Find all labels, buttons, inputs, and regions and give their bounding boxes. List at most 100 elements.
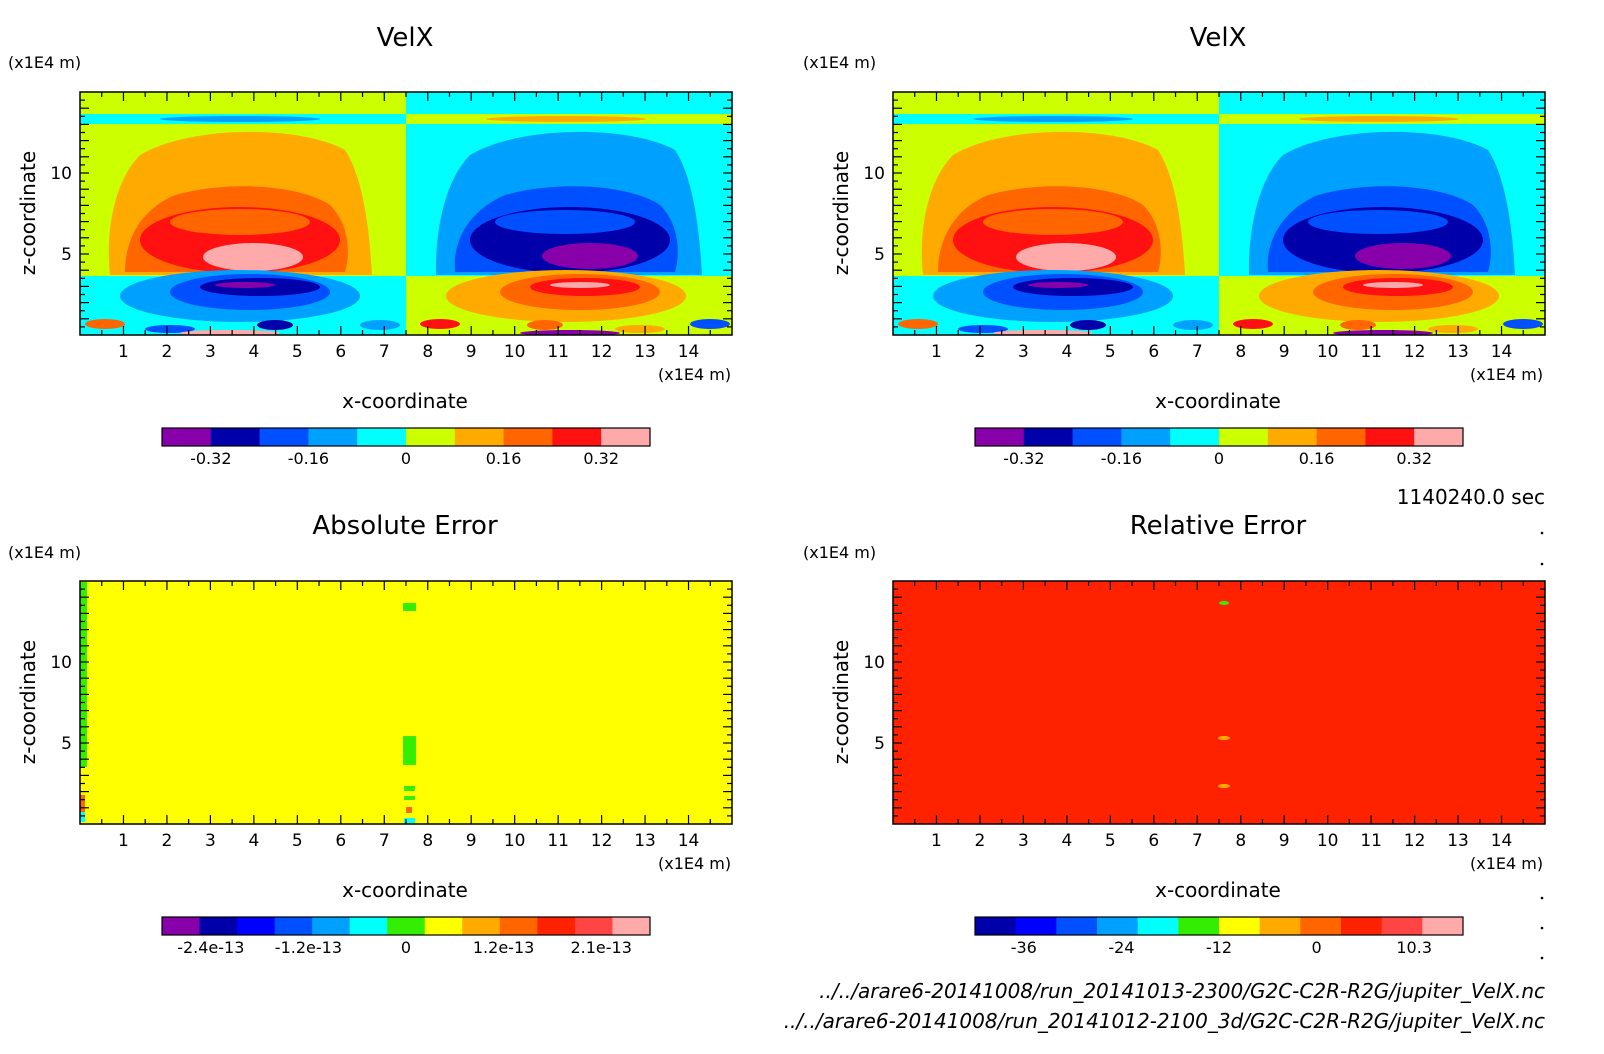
x-tick-label: 4 [1061,342,1072,362]
colorbar-swatch [259,428,309,446]
x-tick-label: 3 [1018,831,1029,851]
x-unit-label: (x1E4 m) [1470,854,1543,873]
x-tick-label: 6 [335,831,346,851]
colorbar-swatch [1267,428,1318,446]
colorbar-swatch [1121,428,1171,446]
x-tick-label: 14 [678,831,700,851]
x-tick-label: 2 [162,831,173,851]
x-tick-label: 5 [1105,831,1116,851]
x-tick-label: 12 [1404,342,1426,362]
x-tick-label: 1 [118,342,129,362]
heatmap-field [892,580,1546,825]
colorbar-swatch [1137,917,1179,935]
colorbar-swatch [387,917,426,935]
x-tick-label: 4 [248,831,259,851]
colorbar-tick-label: 0 [401,938,411,957]
x-tick-label: 12 [591,342,613,362]
colorbar-swatch [462,917,501,935]
colorbar-swatch [162,428,212,446]
heatmap-field [79,580,733,825]
colorbar-swatch [601,428,651,446]
heatmap-field [79,91,733,336]
colorbar-swatch [357,428,407,446]
colorbar-swatch [1316,428,1366,446]
colorbar-swatch [1219,428,1269,446]
colorbar-swatch [1300,917,1342,935]
time-label: 1140240.0 sec [1397,485,1545,509]
colorbar-frame [161,427,651,447]
x-tick-label: 7 [379,831,390,851]
x-tick-label: 13 [1447,831,1469,851]
margin-dots [1540,531,1544,960]
colorbar: -0.32 -0.16 0 0.16 0.32 [161,427,651,468]
y-unit-label: (x1E4 m) [803,543,876,562]
colorbar-swatch [1259,917,1301,935]
colorbar-swatch [199,917,238,935]
colorbar-swatch [1178,917,1220,935]
x-tick-label: 11 [547,342,569,362]
colorbar-tick-label: 0 [1312,938,1322,957]
x-tick-label: 9 [466,831,477,851]
colorbar-tick-label: -0.32 [190,449,231,468]
y-axis-label: z-coordinate [829,640,853,764]
colorbar: -0.32 -0.16 0 0.16 0.32 [974,427,1464,468]
footer-file-2: ../../arare6-20141008/run_20141012-2100_… [784,1009,1545,1033]
x-tick-label: 13 [634,831,656,851]
x-tick-label: 12 [591,831,613,851]
panel-velx-1: VelX (x1E4 m) z-coordinate [8,23,733,468]
x-tick-label: 14 [1491,831,1513,851]
colorbar-swatch [210,428,261,446]
x-tick-label: 8 [1235,831,1246,851]
heatmap-field [892,91,1546,336]
colorbar-tick-label: -0.16 [1101,449,1142,468]
x-tick-label: 14 [1491,342,1513,362]
colorbar-frame [161,916,651,936]
colorbar-swatch [1381,917,1423,935]
colorbar-frame [974,427,1464,447]
x-tick-label: 8 [1235,342,1246,362]
y-axis-label: z-coordinate [16,151,40,275]
x-tick-label: 8 [422,342,433,362]
colorbar-swatch [1414,428,1464,446]
colorbar-tick-label: 0.16 [1299,449,1335,468]
colorbar-tick-label: -24 [1108,938,1134,957]
x-tick-label: 5 [292,342,303,362]
panel-title: VelX [1190,23,1247,53]
colorbar-swatch [1015,917,1057,935]
x-tick-label: 1 [931,831,942,851]
y-unit-label: (x1E4 m) [803,53,876,72]
x-tick-label: 7 [1192,342,1203,362]
colorbar-swatch [312,917,351,935]
colorbar-swatch [552,428,602,446]
panel-title: VelX [377,23,434,53]
y-axis-label: z-coordinate [16,640,40,764]
colorbar-swatch [503,428,553,446]
colorbar-tick-label: 0.16 [486,449,522,468]
x-tick-label: 10 [504,342,526,362]
colorbar-swatch [454,428,505,446]
panel-title: Relative Error [1130,511,1307,541]
colorbar-swatch [1422,917,1464,935]
colorbar-swatch [162,917,201,935]
colorbar-frame [974,916,1464,936]
colorbar-swatch [1023,428,1074,446]
y-tick-label: 10 [50,653,72,673]
colorbar: -2.4e-13 -1.2e-13 0 1.2e-13 2.1e-13 [161,916,651,957]
x-unit-label: (x1E4 m) [658,365,731,384]
x-tick-label: 10 [1317,831,1339,851]
y-unit-label: (x1E4 m) [8,53,81,72]
colorbar-swatch [1341,917,1383,935]
colorbar-swatch [1219,917,1261,935]
y-tick-label: 5 [874,734,885,754]
x-tick-label: 4 [1061,831,1072,851]
colorbar-tick-label: -0.32 [1003,449,1044,468]
colorbar-swatch [537,917,576,935]
x-tick-label: 1 [931,342,942,362]
colorbar-swatch [237,917,276,935]
y-axis-label: z-coordinate [829,151,853,275]
